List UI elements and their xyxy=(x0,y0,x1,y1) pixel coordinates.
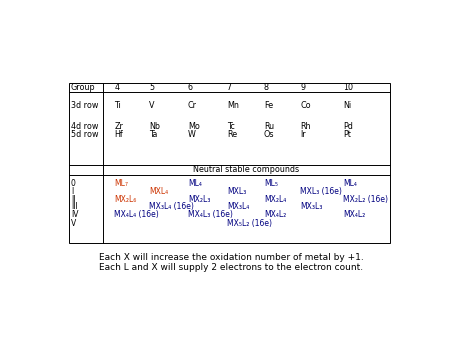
Text: Cr: Cr xyxy=(188,101,197,110)
Text: MX₄L₂: MX₄L₂ xyxy=(264,210,286,219)
Text: ML₄: ML₄ xyxy=(188,179,202,188)
Text: 5: 5 xyxy=(149,83,154,92)
Text: Neutral stable compounds: Neutral stable compounds xyxy=(193,165,299,174)
Text: Group: Group xyxy=(71,83,95,92)
Text: Ru: Ru xyxy=(264,122,274,130)
Text: Hf: Hf xyxy=(114,130,123,139)
Text: Ir: Ir xyxy=(301,130,306,139)
Text: MX₃L₄: MX₃L₄ xyxy=(227,202,249,211)
Text: MX₂L₂ (16e): MX₂L₂ (16e) xyxy=(343,195,388,204)
Text: 9: 9 xyxy=(301,83,306,92)
Text: 7: 7 xyxy=(227,83,232,92)
Text: MXL₃ (16e): MXL₃ (16e) xyxy=(301,187,342,196)
Text: Ti: Ti xyxy=(114,101,121,110)
Text: MX₂L₄: MX₂L₄ xyxy=(264,195,286,204)
Text: 8: 8 xyxy=(264,83,269,92)
Text: Pt: Pt xyxy=(343,130,351,139)
Text: IV: IV xyxy=(71,210,78,219)
Text: 0: 0 xyxy=(71,179,76,188)
Text: Rh: Rh xyxy=(301,122,311,130)
Text: Mn: Mn xyxy=(227,101,239,110)
Text: MX₄L₂: MX₄L₂ xyxy=(343,210,365,219)
Text: 4: 4 xyxy=(114,83,119,92)
Text: V: V xyxy=(149,101,155,110)
Text: Mo: Mo xyxy=(188,122,200,130)
Text: II: II xyxy=(71,195,76,204)
Text: Each X will increase the oxidation number of metal by +1.: Each X will increase the oxidation numbe… xyxy=(99,253,364,262)
Text: 6: 6 xyxy=(188,83,193,92)
Text: MX₃L₄ (16e): MX₃L₄ (16e) xyxy=(149,202,194,211)
Text: 5d row: 5d row xyxy=(71,130,99,139)
Text: Each L and X will supply 2 electrons to the electron count.: Each L and X will supply 2 electrons to … xyxy=(99,263,363,272)
Text: I: I xyxy=(71,187,73,196)
Text: MXL₃: MXL₃ xyxy=(227,187,246,196)
Text: MX₃L₃: MX₃L₃ xyxy=(301,202,323,211)
Text: 4d row: 4d row xyxy=(71,122,99,130)
Text: Re: Re xyxy=(227,130,237,139)
Text: Zr: Zr xyxy=(114,122,123,130)
Text: Ni: Ni xyxy=(343,101,351,110)
Text: V: V xyxy=(71,219,76,228)
Text: MX₂L₆: MX₂L₆ xyxy=(114,195,137,204)
Text: MX₄L₃ (16e): MX₄L₃ (16e) xyxy=(188,210,233,219)
Text: ML₅: ML₅ xyxy=(264,179,278,188)
Text: 3d row: 3d row xyxy=(71,101,99,110)
Text: 10: 10 xyxy=(343,83,353,92)
Text: Tc: Tc xyxy=(227,122,234,130)
Text: ML₇: ML₇ xyxy=(114,179,128,188)
Text: ML₄: ML₄ xyxy=(343,179,357,188)
Text: Fe: Fe xyxy=(264,101,273,110)
Text: MX₂L₃: MX₂L₃ xyxy=(188,195,211,204)
Bar xyxy=(69,83,390,243)
Text: Pd: Pd xyxy=(343,122,353,130)
Text: Os: Os xyxy=(264,130,274,139)
Text: Ta: Ta xyxy=(149,130,158,139)
Text: MX₄L₄ (16e): MX₄L₄ (16e) xyxy=(114,210,159,219)
Text: MXL₄: MXL₄ xyxy=(149,187,168,196)
Text: W: W xyxy=(188,130,196,139)
Text: Nb: Nb xyxy=(149,122,160,130)
Text: Co: Co xyxy=(301,101,311,110)
Text: III: III xyxy=(71,202,78,211)
Text: MX₅L₂ (16e): MX₅L₂ (16e) xyxy=(227,219,272,228)
